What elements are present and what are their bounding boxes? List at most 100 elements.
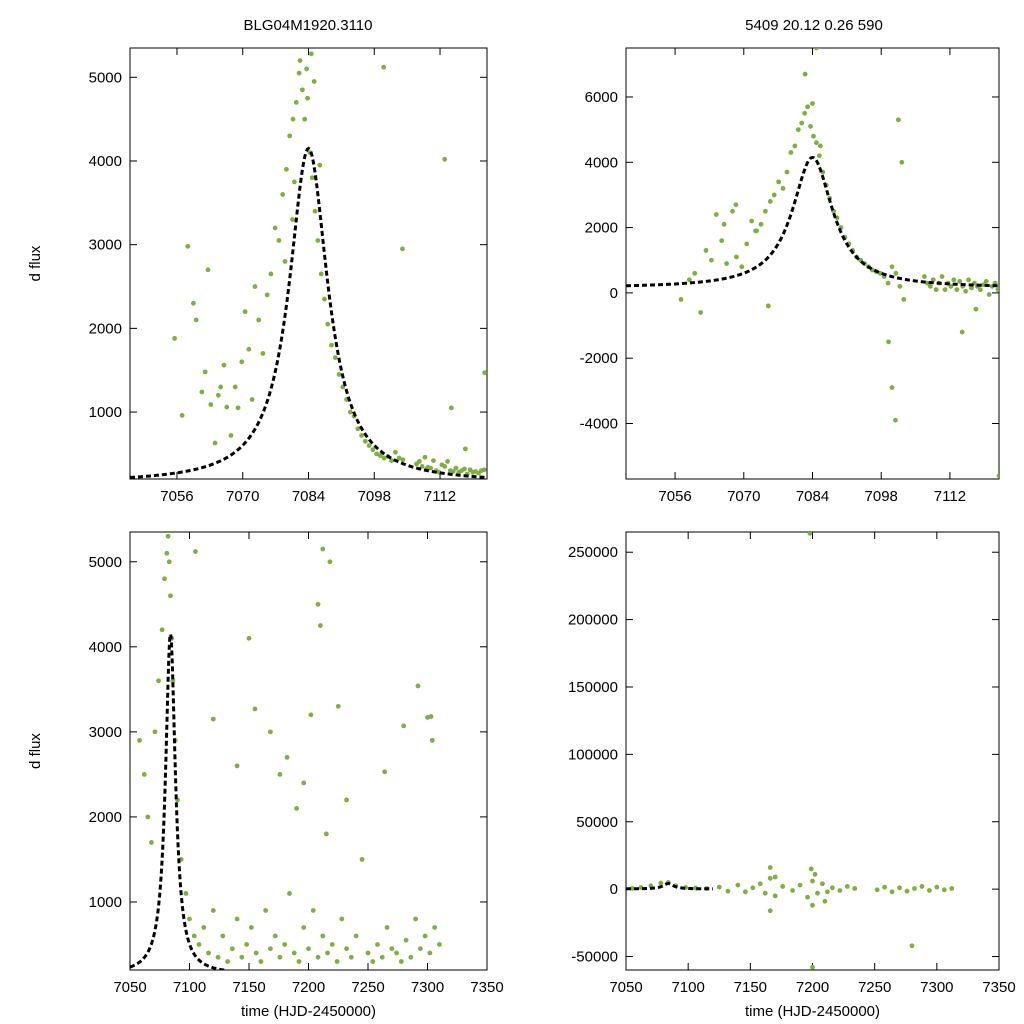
data-point: [320, 933, 326, 939]
data-point: [315, 601, 321, 607]
x-tick-label: 7250: [858, 979, 891, 996]
data-point: [162, 576, 167, 582]
data-point: [713, 212, 719, 217]
data-points: [629, 532, 955, 970]
x-tick-label: 7350: [470, 979, 503, 996]
data-point: [817, 143, 823, 149]
data-point: [792, 143, 798, 149]
data-point: [762, 890, 768, 896]
x-axis-label: time (HJD-2450000): [745, 1003, 880, 1020]
data-point: [359, 857, 365, 862]
data-point: [329, 942, 335, 947]
data-point: [264, 292, 270, 298]
data-point: [922, 274, 927, 279]
x-tick-label: 7200: [292, 979, 325, 996]
data-point: [239, 954, 245, 960]
data-point: [808, 866, 814, 872]
data-point: [277, 771, 283, 777]
data-point: [311, 79, 317, 84]
data-point: [780, 186, 786, 191]
data-point: [482, 370, 487, 376]
data-point: [758, 221, 764, 227]
data-point: [260, 351, 266, 356]
y-tick-label: 3000: [89, 237, 122, 254]
data-point: [795, 127, 801, 133]
data-point: [306, 946, 311, 952]
plot-frame: [625, 47, 1000, 480]
data-point: [926, 888, 932, 893]
data-point: [263, 908, 269, 913]
x-axis-label: time (HJD-2450000): [241, 1003, 376, 1020]
data-point: [437, 942, 442, 947]
model-fit-curve: [130, 632, 226, 970]
data-point: [816, 153, 822, 159]
data-point: [725, 888, 731, 894]
data-point: [212, 440, 218, 446]
data-point: [329, 342, 334, 348]
data-point: [375, 942, 380, 947]
x-tick-label: 7100: [173, 979, 206, 996]
data-point: [210, 716, 216, 722]
data-point: [320, 546, 326, 552]
data-point: [957, 279, 963, 284]
data-point: [776, 179, 782, 185]
data-point: [208, 402, 214, 407]
data-point: [808, 123, 813, 129]
data-point: [215, 954, 221, 960]
data-point: [355, 426, 361, 432]
data-point: [767, 199, 773, 204]
data-point: [248, 925, 254, 930]
data-point: [767, 875, 773, 881]
data-point: [771, 192, 777, 198]
data-point: [258, 959, 264, 964]
data-point: [959, 329, 965, 335]
data-point: [765, 303, 771, 309]
data-point: [294, 806, 299, 811]
data-point: [814, 48, 819, 51]
data-point: [429, 737, 435, 743]
data-point: [299, 87, 305, 93]
x-tick-label: 7100: [671, 979, 704, 996]
y-tick-label: 2000: [89, 809, 122, 826]
data-point: [235, 405, 241, 411]
data-point: [252, 706, 258, 712]
data-point: [886, 339, 891, 345]
data-point: [481, 467, 487, 473]
data-point: [374, 451, 380, 457]
data-point: [253, 950, 259, 956]
data-point: [191, 300, 196, 306]
data-point: [315, 954, 321, 960]
data-point: [159, 627, 165, 633]
data-point: [301, 780, 307, 786]
data-point: [268, 271, 274, 277]
data-point: [733, 202, 739, 208]
y-tick-label: 200000: [568, 612, 618, 629]
data-point: [221, 362, 227, 368]
data-point: [719, 238, 725, 244]
data-point: [772, 874, 778, 880]
data-point: [934, 884, 940, 890]
data-point: [315, 238, 321, 243]
data-point: [394, 950, 399, 956]
y-axis-label: d flux: [27, 733, 44, 769]
data-point: [739, 264, 745, 270]
data-point: [930, 277, 936, 283]
y-axis-label: d flux: [27, 245, 44, 281]
data-point: [168, 593, 173, 599]
data-point: [983, 279, 989, 284]
data-point: [432, 925, 438, 930]
data-point: [784, 169, 790, 175]
data-point: [885, 280, 891, 286]
data-point: [193, 317, 199, 323]
data-point: [381, 64, 387, 70]
x-tick-label: 7098: [865, 488, 898, 505]
model-fit-curve: [626, 155, 999, 288]
data-point: [899, 159, 905, 165]
data-point: [948, 283, 954, 289]
x-tick-label: 7200: [796, 979, 829, 996]
data-point: [811, 133, 816, 139]
panel-bottom-right: 7050 7100 7150 7200 7250 7300 7350 -50000 0 50000…: [568, 531, 1016, 1020]
data-point: [185, 243, 191, 249]
data-point: [924, 280, 930, 286]
data-point: [166, 559, 172, 565]
